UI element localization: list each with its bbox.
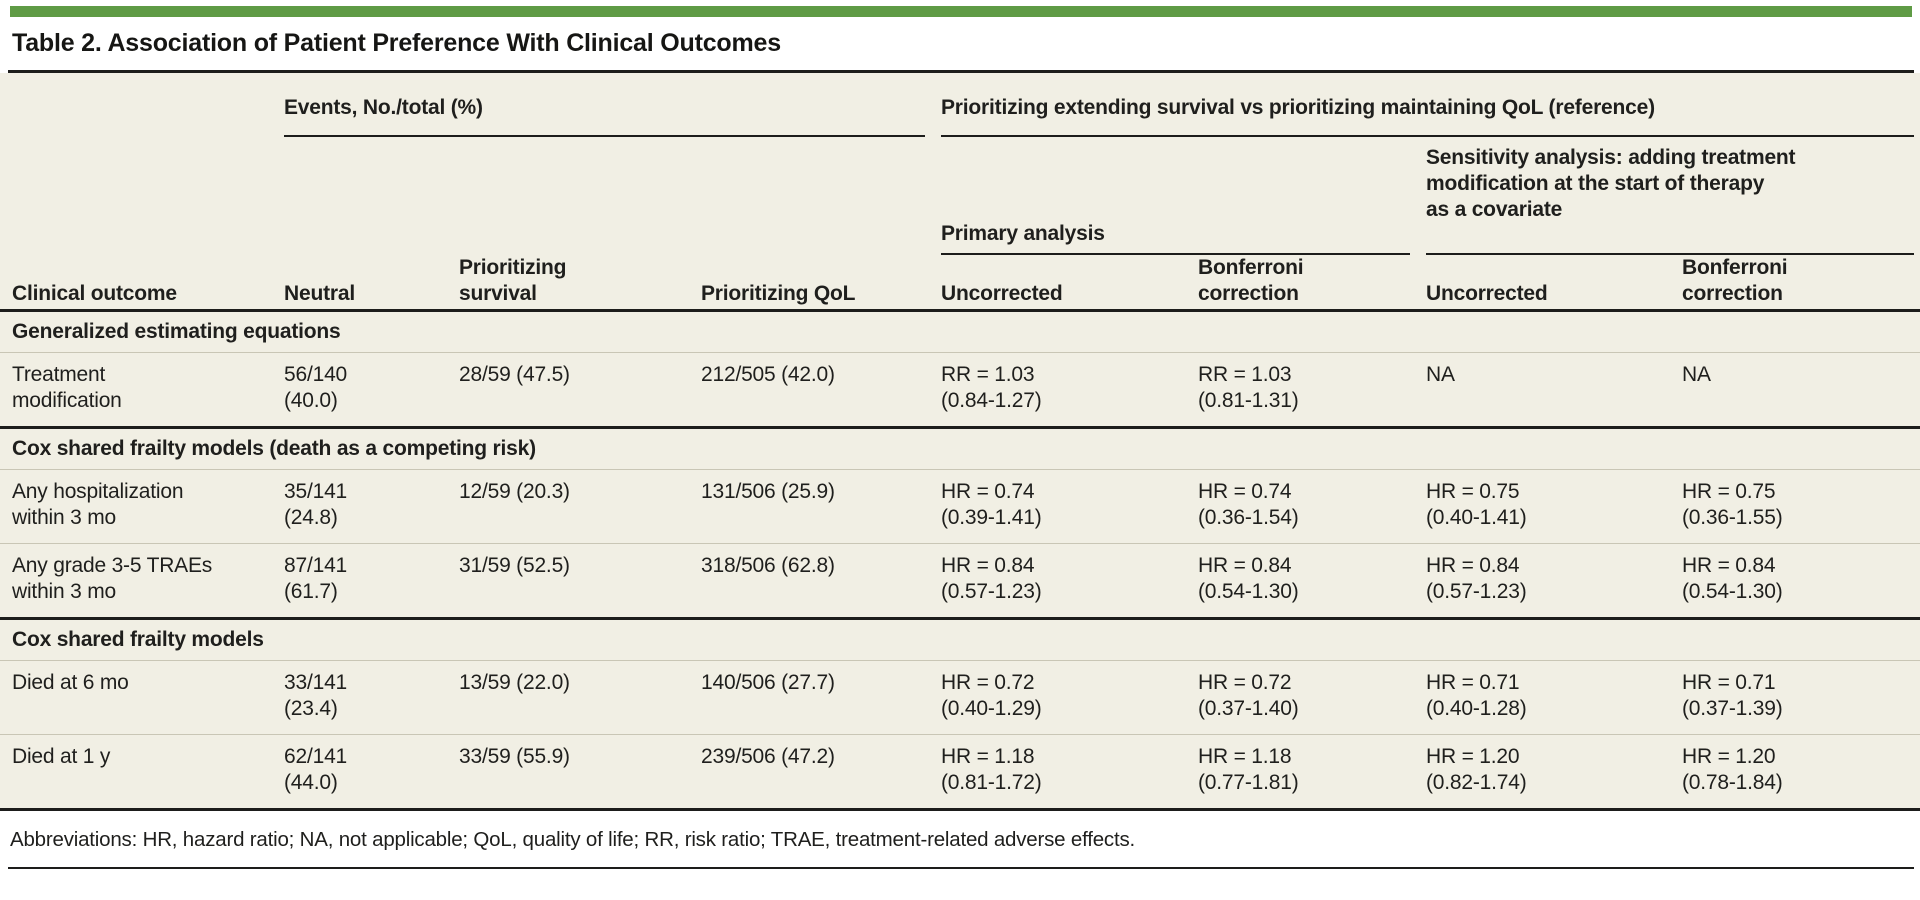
column-header-uncorrected-primary: Uncorrected [941, 282, 1063, 305]
cell-uncorrected-primary: HR = 1.18 (0.81-1.72) [941, 745, 1042, 794]
cell-uncorrected-sensitivity: NA [1426, 363, 1455, 386]
column-header-bonferroni-sensitivity: Bonferroni correction [1682, 256, 1788, 305]
cell-bonferroni-primary: HR = 0.84 (0.54-1.30) [1198, 554, 1299, 603]
section-header-gee: Generalized estimating equations [0, 312, 1920, 352]
cell-uncorrected-sensitivity: HR = 0.75 (0.40-1.41) [1426, 480, 1527, 529]
cell-prioritizing-qol: 131/506 (25.9) [701, 480, 835, 503]
outcomes-table: Events, No./total (%) Prioritizing exten… [0, 73, 1920, 811]
cell-prioritizing-survival: 13/59 (22.0) [459, 671, 570, 694]
cell-prioritizing-qol: 239/506 (47.2) [701, 745, 835, 768]
header-analysis-row: Primary analysis Sensitivity analysis: a… [0, 137, 1920, 255]
section-header-cox-shared-frailty: Cox shared frailty models [0, 620, 1920, 660]
cell-outcome: Treatment modification [12, 363, 122, 412]
section-divider-rule [0, 617, 1920, 620]
column-header-uncorrected-sensitivity: Uncorrected [1426, 282, 1548, 305]
table-title: Table 2. Association of Patient Preferen… [12, 29, 781, 57]
cell-uncorrected-sensitivity: HR = 0.84 (0.57-1.23) [1426, 554, 1527, 603]
section-label: Cox shared frailty models [12, 628, 264, 651]
table-row-any-hospitalization: Any hospitalization within 3 mo 35/141 (… [0, 469, 1920, 543]
cell-uncorrected-primary: HR = 0.84 (0.57-1.23) [941, 554, 1042, 603]
column-header-prioritizing-qol: Prioritizing QoL [701, 282, 856, 305]
cell-prioritizing-survival: 31/59 (52.5) [459, 554, 570, 577]
cell-outcome: Any grade 3-5 TRAEs within 3 mo [12, 554, 213, 603]
abbreviations-footnote: Abbreviations: HR, hazard ratio; NA, not… [10, 828, 1135, 851]
cell-prioritizing-survival: 33/59 (55.9) [459, 745, 570, 768]
comparison-group-header: Prioritizing extending survival vs prior… [941, 73, 1914, 137]
cell-neutral: 87/141 (61.7) [284, 554, 348, 603]
accent-bar [10, 6, 1912, 17]
cell-uncorrected-sensitivity: HR = 0.71 (0.40-1.28) [1426, 671, 1527, 720]
cell-uncorrected-sensitivity: HR = 1.20 (0.82-1.74) [1426, 745, 1527, 794]
cell-bonferroni-primary: HR = 0.72 (0.37-1.40) [1198, 671, 1299, 720]
cell-outcome: Any hospitalization within 3 mo [12, 480, 184, 529]
section-header-cox-competing-risk: Cox shared frailty models (death as a co… [0, 429, 1920, 469]
cell-prioritizing-survival: 12/59 (20.3) [459, 480, 570, 503]
table-bottom-rule [0, 808, 1920, 811]
cell-bonferroni-sensitivity: HR = 0.75 (0.36-1.55) [1682, 480, 1783, 529]
cell-bonferroni-sensitivity: NA [1682, 363, 1711, 386]
cell-neutral: 62/141 (44.0) [284, 745, 348, 794]
cell-prioritizing-survival: 28/59 (47.5) [459, 363, 570, 386]
cell-bonferroni-sensitivity: HR = 1.20 (0.78-1.84) [1682, 745, 1783, 794]
cell-uncorrected-primary: RR = 1.03 (0.84-1.27) [941, 363, 1042, 412]
cell-prioritizing-qol: 140/506 (27.7) [701, 671, 835, 694]
cell-bonferroni-sensitivity: HR = 0.84 (0.54-1.30) [1682, 554, 1783, 603]
page-bottom-rule [8, 867, 1914, 869]
section-divider-rule [0, 426, 1920, 429]
cell-outcome: Died at 6 mo [12, 671, 129, 694]
cell-bonferroni-sensitivity: HR = 0.71 (0.37-1.39) [1682, 671, 1783, 720]
primary-analysis-header: Primary analysis [941, 137, 1410, 255]
column-header-neutral: Neutral [284, 282, 355, 305]
table-row-died-at-1-y: Died at 1 y 62/141 (44.0) 33/59 (55.9) 2… [0, 734, 1920, 808]
cell-uncorrected-primary: HR = 0.74 (0.39-1.41) [941, 480, 1042, 529]
cell-uncorrected-primary: HR = 0.72 (0.40-1.29) [941, 671, 1042, 720]
cell-prioritizing-qol: 212/505 (42.0) [701, 363, 835, 386]
table-row-treatment-modification: Treatment modification 56/140 (40.0) 28/… [0, 352, 1920, 426]
column-header-clinical-outcome: Clinical outcome [12, 282, 177, 305]
column-header-bonferroni-primary: Bonferroni correction [1198, 256, 1304, 305]
cell-neutral: 56/140 (40.0) [284, 363, 348, 412]
table-row-any-grade-3-5-traes: Any grade 3-5 TRAEs within 3 mo 87/141 (… [0, 543, 1920, 617]
column-header-prioritizing-survival: Prioritizing survival [459, 256, 567, 305]
cell-outcome: Died at 1 y [12, 745, 111, 768]
cell-bonferroni-primary: RR = 1.03 (0.81-1.31) [1198, 363, 1299, 412]
column-header-row: Clinical outcome Neutral Prioritizing su… [0, 255, 1920, 312]
title-divider-rule [8, 70, 1914, 73]
cell-prioritizing-qol: 318/506 (62.8) [701, 554, 835, 577]
cell-neutral: 35/141 (24.8) [284, 480, 348, 529]
section-label: Generalized estimating equations [12, 320, 341, 343]
section-label: Cox shared frailty models (death as a co… [12, 437, 536, 460]
cell-neutral: 33/141 (23.4) [284, 671, 348, 720]
header-group-row: Events, No./total (%) Prioritizing exten… [0, 73, 1920, 137]
sensitivity-analysis-header: Sensitivity analysis: adding treatment m… [1426, 137, 1914, 255]
cell-bonferroni-primary: HR = 1.18 (0.77-1.81) [1198, 745, 1299, 794]
table-row-died-at-6-mo: Died at 6 mo 33/141 (23.4) 13/59 (22.0) … [0, 660, 1920, 734]
events-group-header: Events, No./total (%) [284, 73, 925, 137]
cell-bonferroni-primary: HR = 0.74 (0.36-1.54) [1198, 480, 1299, 529]
